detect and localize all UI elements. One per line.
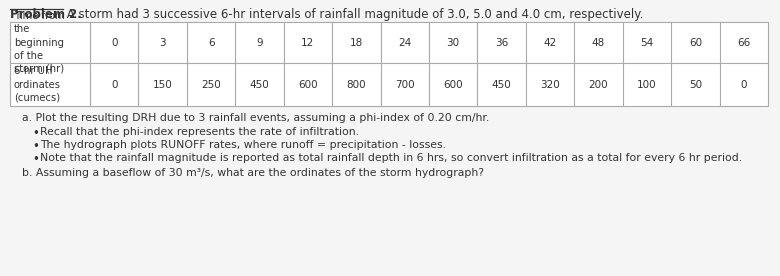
Text: 3: 3 bbox=[159, 38, 166, 47]
Text: 200: 200 bbox=[589, 79, 608, 89]
Text: 48: 48 bbox=[592, 38, 605, 47]
Text: Note that the rainfall magnitude is reported as total rainfall depth in 6 hrs, s: Note that the rainfall magnitude is repo… bbox=[40, 153, 742, 163]
Bar bbox=[10, 22, 768, 106]
Text: 600: 600 bbox=[298, 79, 317, 89]
Text: 150: 150 bbox=[153, 79, 172, 89]
Text: •: • bbox=[32, 140, 39, 153]
Text: 320: 320 bbox=[541, 79, 560, 89]
Text: Problem 2.: Problem 2. bbox=[10, 8, 82, 21]
Text: 12: 12 bbox=[301, 38, 314, 47]
Text: 0: 0 bbox=[740, 79, 747, 89]
Text: •: • bbox=[32, 127, 39, 140]
Text: 100: 100 bbox=[637, 79, 657, 89]
Text: a. Plot the resulting DRH due to 3 rainfall events, assuming a phi-index of 0.20: a. Plot the resulting DRH due to 3 rainf… bbox=[22, 113, 489, 123]
Text: 54: 54 bbox=[640, 38, 654, 47]
Text: 24: 24 bbox=[398, 38, 411, 47]
Text: Recall that the phi-index represents the rate of infiltration.: Recall that the phi-index represents the… bbox=[40, 127, 359, 137]
Text: Time from
the
beginning
of the
storm (hr): Time from the beginning of the storm (hr… bbox=[14, 11, 65, 74]
Text: 6: 6 bbox=[207, 38, 215, 47]
Text: 42: 42 bbox=[544, 38, 557, 47]
Text: The hydrograph plots RUNOFF rates, where runoff = precipitation - losses.: The hydrograph plots RUNOFF rates, where… bbox=[40, 140, 446, 150]
Text: 450: 450 bbox=[491, 79, 512, 89]
Text: 250: 250 bbox=[201, 79, 221, 89]
Text: 600: 600 bbox=[443, 79, 463, 89]
Text: 6-hr UH
ordinates
(cumecs): 6-hr UH ordinates (cumecs) bbox=[14, 66, 61, 103]
Text: 50: 50 bbox=[689, 79, 702, 89]
Text: 36: 36 bbox=[495, 38, 509, 47]
Text: •: • bbox=[32, 153, 39, 166]
Text: 9: 9 bbox=[256, 38, 263, 47]
Text: 800: 800 bbox=[346, 79, 366, 89]
Text: b. Assuming a baseflow of 30 m³/s, what are the ordinates of the storm hydrograp: b. Assuming a baseflow of 30 m³/s, what … bbox=[22, 168, 484, 178]
Text: 18: 18 bbox=[349, 38, 363, 47]
Text: 60: 60 bbox=[689, 38, 702, 47]
Text: 66: 66 bbox=[737, 38, 750, 47]
Text: 0: 0 bbox=[111, 79, 118, 89]
Text: 30: 30 bbox=[447, 38, 459, 47]
Text: 450: 450 bbox=[250, 79, 269, 89]
Text: 700: 700 bbox=[395, 79, 415, 89]
Text: 0: 0 bbox=[111, 38, 118, 47]
Text: A storm had 3 successive 6-hr intervals of rainfall magnitude of 3.0, 5.0 and 4.: A storm had 3 successive 6-hr intervals … bbox=[63, 8, 644, 21]
